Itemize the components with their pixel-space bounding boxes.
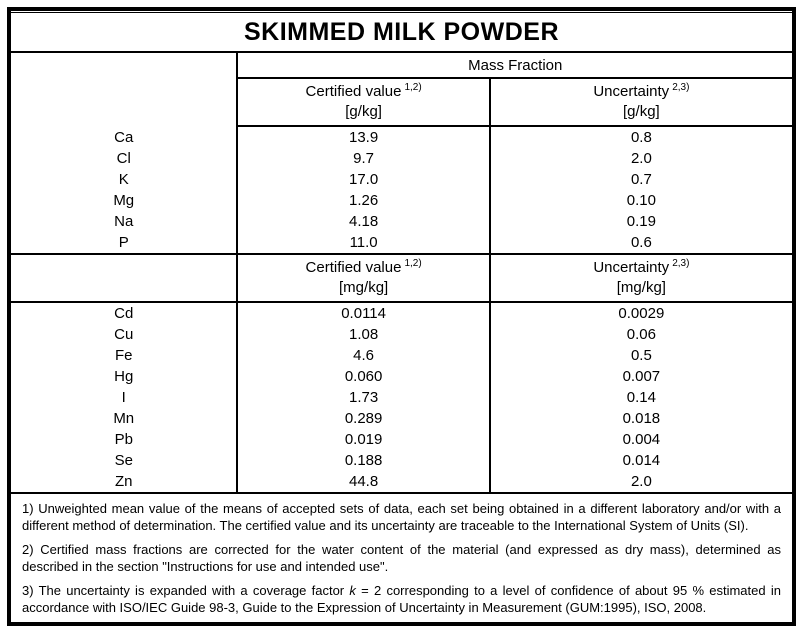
title-row: SKIMMED MILK POWDER (11, 12, 792, 53)
certified-value-label: Certified value (305, 259, 402, 276)
element-symbol: Fe (114, 347, 133, 364)
certified-value: 44.8 (236, 471, 490, 494)
certified-value: 0.019 (236, 429, 490, 450)
element-symbol: P (11, 232, 238, 255)
uncertainty-value: 0.5 (488, 345, 792, 366)
certified-value: 4.18 (236, 211, 490, 232)
element-symbol: Mn (113, 410, 135, 427)
element-symbol: Ca (114, 128, 134, 146)
footnote-1: 1) Unweighted mean value of the means of… (22, 501, 781, 533)
table-row-cl: Cl 9.7 2.0 (11, 148, 792, 169)
uncertainty-label-line: Uncertainty 2,3) (491, 258, 792, 278)
table-row-cd: Cd 0.0114 0.0029 (11, 302, 792, 324)
element-symbol: Hg (114, 368, 134, 385)
table-row-k: K 17.0 0.7 (11, 169, 792, 190)
document-frame: SKIMMED MILK POWDER Mass Fraction Certif… (7, 7, 796, 626)
uncertainty-value: 2.0 (488, 148, 792, 169)
uncertainty-header-mgkg: Uncertainty 2,3) [mg/kg] (488, 254, 792, 303)
certified-value: 0.060 (236, 366, 490, 387)
mass-fraction-header: Mass Fraction (236, 52, 792, 79)
footnote-2: 2) Certified mass fractions are correcte… (22, 542, 781, 574)
footnote-3: 3) The uncertainty is expanded with a co… (22, 583, 781, 616)
table-row-fe: Fe 4.6 0.5 (11, 345, 792, 366)
page-title: SKIMMED MILK POWDER (11, 12, 792, 53)
uncertainty-value: 0.6 (488, 232, 792, 255)
certified-value: 0.188 (236, 450, 490, 471)
table-row-mg: Mg 1.26 0.10 (11, 190, 792, 211)
footnote-3-text-post: = 2 corresponding to a level of confiden… (22, 583, 781, 615)
table-row-p: P 11.0 0.6 (11, 232, 792, 255)
uncertainty-value: 0.10 (488, 190, 792, 211)
certified-value-header-gkg: Certified value 1,2) [g/kg] (236, 78, 490, 127)
uncertainty-header-gkg: Uncertainty 2,3) [g/kg] (488, 78, 792, 127)
uncertainty-value: 0.018 (488, 408, 792, 429)
table-row-hg: Hg 0.060 0.007 (11, 366, 792, 387)
element-symbol: Cl (116, 150, 131, 167)
table-row-ca: Ca 13.9 0.8 (11, 126, 792, 148)
uncertainty-footnote-marker: 2,3) (672, 82, 690, 93)
certified-value: 0.289 (236, 408, 490, 429)
uncertainty-value: 0.14 (488, 387, 792, 408)
uncertainty-label: Uncertainty (593, 259, 670, 276)
uncertainty-value: 0.0029 (488, 302, 792, 324)
uncertainty-footnote-marker: 2,3) (672, 258, 690, 269)
uncertainty-value: 0.7 (488, 169, 792, 190)
table-row-pb: Pb 0.019 0.004 (11, 429, 792, 450)
footnote-3-coverage-factor-k: k (349, 583, 356, 598)
table-row-zn: Zn 44.8 2.0 (11, 471, 792, 494)
certified-value-header-mgkg: Certified value 1,2) [mg/kg] (236, 254, 490, 303)
element-symbol: Zn (11, 471, 238, 494)
uncertainty-unit: [g/kg] (623, 103, 660, 120)
certified-value: 1.26 (236, 190, 490, 211)
uncertainty-value: 2.0 (488, 471, 792, 494)
certified-value: 1.73 (236, 387, 490, 408)
footnotes-row: 1) Unweighted mean value of the means of… (11, 493, 792, 622)
certified-value: 13.9 (236, 126, 490, 148)
uncertainty-value: 0.004 (488, 429, 792, 450)
group-header-row: Mass Fraction (11, 52, 792, 79)
table-row-cu: Cu 1.08 0.06 (11, 324, 792, 345)
element-symbol: Pb (114, 431, 133, 448)
table-row-na: Na 4.18 0.19 (11, 211, 792, 232)
table-row-i: I 1.73 0.14 (11, 387, 792, 408)
certified-value-footnote-marker: 1,2) (404, 258, 422, 269)
certified-value: 9.7 (236, 148, 490, 169)
certified-value-unit: [mg/kg] (339, 279, 389, 296)
certified-value-label-line: Certified value 1,2) (238, 82, 488, 102)
element-symbol: Cd (114, 305, 134, 322)
empty-corner-cell (11, 52, 237, 126)
certified-value: 1.08 (236, 324, 490, 345)
certified-value-label: Certified value (305, 83, 402, 100)
certified-value: 0.0114 (236, 302, 490, 324)
footnote-3-text-pre: 3) The uncertainty is expanded with a co… (22, 583, 350, 598)
empty-header-cell (11, 254, 238, 303)
certified-value: 17.0 (236, 169, 490, 190)
footnotes-section: 1) Unweighted mean value of the means of… (11, 493, 792, 622)
element-symbol: Na (114, 213, 134, 230)
uncertainty-label: Uncertainty (593, 83, 670, 100)
uncertainty-value: 0.8 (488, 126, 792, 148)
uncertainty-value: 0.014 (488, 450, 792, 471)
certified-value: 4.6 (236, 345, 490, 366)
uncertainty-value: 0.06 (488, 324, 792, 345)
element-symbol: K (118, 171, 129, 188)
element-symbol: I (121, 389, 126, 406)
certified-value: 11.0 (236, 232, 490, 255)
table-row-mn: Mn 0.289 0.018 (11, 408, 792, 429)
element-symbol: Mg (113, 192, 135, 209)
uncertainty-label-line: Uncertainty 2,3) (491, 82, 792, 102)
uncertainty-value: 0.007 (488, 366, 792, 387)
column-header-row-gkg: Certified value 1,2) [g/kg] Uncertainty 2,… (11, 78, 792, 127)
element-symbol: Cu (114, 326, 134, 343)
certified-value-footnote-marker: 1,2) (404, 82, 422, 93)
uncertainty-unit: [mg/kg] (616, 279, 666, 296)
column-header-row-mgkg: Certified value 1,2) [mg/kg] Uncertainty 2… (11, 254, 792, 303)
certified-values-table: SKIMMED MILK POWDER Mass Fraction Certif… (11, 12, 792, 622)
uncertainty-value: 0.19 (488, 211, 792, 232)
table-row-se: Se 0.188 0.014 (11, 450, 792, 471)
certified-value-label-line: Certified value 1,2) (238, 258, 488, 278)
element-symbol: Se (114, 452, 133, 469)
certified-value-unit: [g/kg] (345, 103, 382, 120)
